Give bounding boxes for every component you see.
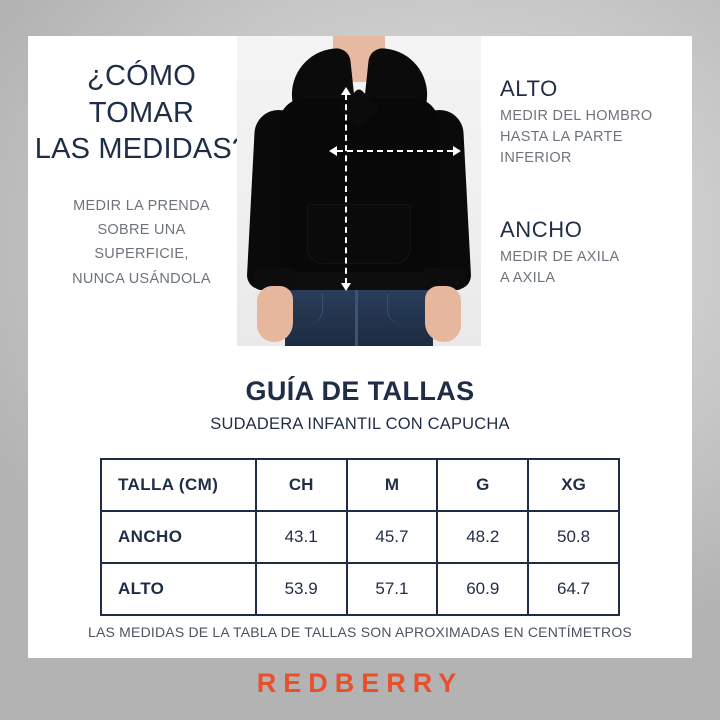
ancho-line-2: A AXILA <box>500 270 556 287</box>
ancho-description: MEDIR DE AXILA A AXILA <box>500 247 690 289</box>
column-header-m: M <box>345 458 439 512</box>
cuff-left <box>253 268 297 290</box>
alto-description: MEDIR DEL HOMBRO HASTA LA PARTE INFERIOR <box>500 106 690 169</box>
cell-alto-m: 57.1 <box>345 562 439 616</box>
jeans-pocket-left <box>295 294 323 324</box>
row-label-ancho: ANCHO <box>100 510 257 564</box>
headline-line-1: ¿CÓMO TOMAR <box>87 60 196 129</box>
alto-title: ALTO <box>500 76 558 101</box>
guide-subtitle: SUDADERA INFANTIL CON CAPUCHA <box>210 415 510 433</box>
alto-measure-arrow-icon <box>341 87 351 291</box>
hoodie-photo <box>237 36 481 346</box>
how-to-measure-block: ¿CÓMO TOMAR LAS MEDIDAS? MEDIR LA PRENDA… <box>34 58 249 291</box>
brand-logo: REDBERRY <box>256 668 464 698</box>
column-header-g: G <box>436 458 530 512</box>
guide-title: GUÍA DE TALLAS <box>245 376 475 406</box>
hoodie-hem <box>281 272 437 290</box>
cell-ancho-ch: 43.1 <box>254 510 348 564</box>
ancho-measure-arrow-icon <box>329 146 461 156</box>
instruction-line-3: SUPERFICIE, <box>94 246 189 263</box>
cell-ancho-g: 48.2 <box>436 510 530 564</box>
how-to-measure-instructions: MEDIR LA PRENDA SOBRE UNA SUPERFICIE, NU… <box>34 194 249 291</box>
instruction-line-4: NUNCA USÁNDOLA <box>72 270 211 287</box>
column-header-xg: XG <box>527 458 620 512</box>
cell-ancho-xg: 50.8 <box>527 510 620 564</box>
instruction-line-1: MEDIR LA PRENDA <box>73 197 210 214</box>
instruction-line-2: SOBRE UNA <box>97 221 186 238</box>
cuff-right <box>421 268 465 290</box>
table-header-row: TALLA (CM) CH M G XG <box>100 458 620 512</box>
cell-alto-g: 60.9 <box>436 562 530 616</box>
table-row: ANCHO 43.1 45.7 48.2 50.8 <box>100 510 620 564</box>
kangaroo-pocket <box>307 204 411 264</box>
size-guide-card: ¿CÓMO TOMAR LAS MEDIDAS? MEDIR LA PRENDA… <box>28 36 692 658</box>
column-header-ch: CH <box>254 458 348 512</box>
model-hand-right <box>425 286 461 342</box>
spacer <box>500 169 690 217</box>
jeans-pocket-right <box>387 294 415 324</box>
size-table: TALLA (CM) CH M G XG ANCHO 43.1 45.7 48.… <box>100 458 620 616</box>
row-label-alto: ALTO <box>100 562 257 616</box>
column-header-talla: TALLA (CM) <box>100 458 257 512</box>
cell-alto-ch: 53.9 <box>254 562 348 616</box>
cell-alto-xg: 64.7 <box>527 562 620 616</box>
alto-line-3: INFERIOR <box>500 150 572 167</box>
table-footnote: LAS MEDIDAS DE LA TABLA DE TALLAS SON AP… <box>88 624 632 640</box>
model-hand-left <box>257 286 293 342</box>
headline-line-2: LAS MEDIDAS? <box>34 133 249 166</box>
size-guide-heading: GUÍA DE TALLAS SUDADERA INFANTIL CON CAP… <box>28 376 692 434</box>
measurement-definitions-block: ALTO MEDIR DEL HOMBRO HASTA LA PARTE INF… <box>500 76 690 289</box>
alto-line-1: MEDIR DEL HOMBRO <box>500 108 653 124</box>
ancho-line-1: MEDIR DE AXILA <box>500 249 620 266</box>
table-row: ALTO 53.9 57.1 60.9 64.7 <box>100 562 620 616</box>
headline: ¿CÓMO TOMAR LAS MEDIDAS? <box>34 58 249 168</box>
ancho-title: ANCHO <box>500 217 583 243</box>
jeans-seam <box>355 290 358 346</box>
alto-line-2: HASTA LA PARTE <box>500 129 623 146</box>
cell-ancho-m: 45.7 <box>345 510 439 564</box>
